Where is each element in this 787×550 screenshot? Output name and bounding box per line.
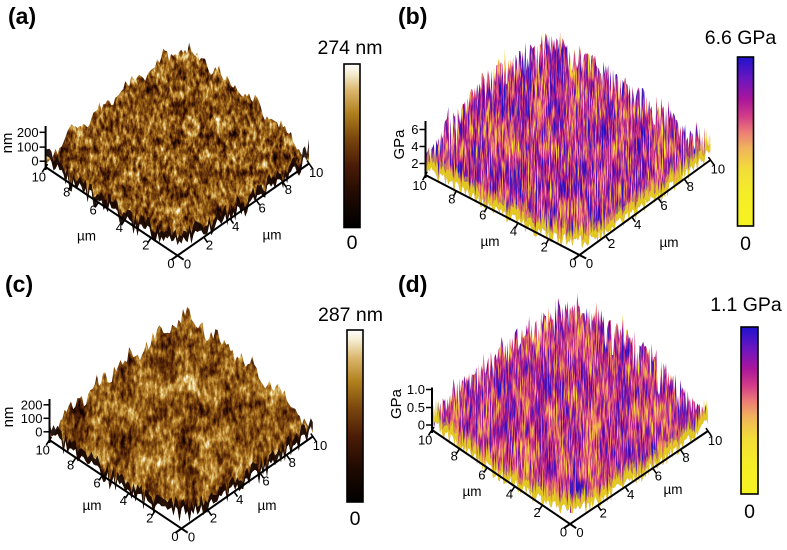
svg-text:6.6 GPa: 6.6 GPa: [705, 27, 777, 49]
svg-text:µm: µm: [77, 229, 96, 244]
svg-text:8: 8: [285, 182, 292, 197]
svg-text:4: 4: [232, 219, 239, 234]
svg-text:10: 10: [32, 169, 46, 184]
svg-text:nm: nm: [0, 133, 16, 154]
svg-text:µm: µm: [480, 234, 499, 249]
svg-text:4: 4: [510, 223, 517, 238]
svg-text:8: 8: [682, 450, 689, 465]
svg-text:0.5: 0.5: [407, 400, 425, 415]
svg-text:8: 8: [451, 449, 458, 464]
svg-text:10: 10: [418, 432, 432, 447]
svg-text:2: 2: [608, 236, 615, 251]
svg-text:GPa: GPa: [391, 129, 408, 160]
svg-text:µm: µm: [663, 482, 682, 497]
svg-text:2: 2: [210, 510, 217, 525]
svg-text:0: 0: [586, 256, 593, 271]
svg-text:µm: µm: [82, 498, 101, 513]
svg-text:4: 4: [236, 492, 243, 507]
svg-text:2: 2: [146, 511, 153, 526]
svg-text:(b): (b): [398, 3, 427, 29]
svg-text:274 nm: 274 nm: [317, 37, 382, 59]
svg-text:nm: nm: [0, 407, 17, 428]
svg-text:8: 8: [687, 179, 694, 194]
svg-text:6: 6: [478, 468, 485, 483]
svg-text:100: 100: [21, 411, 43, 426]
svg-text:0: 0: [350, 508, 361, 530]
svg-text:10: 10: [309, 165, 323, 180]
svg-text:8: 8: [448, 191, 455, 206]
svg-text:0: 0: [560, 525, 567, 540]
svg-text:0: 0: [744, 501, 755, 523]
svg-text:(d): (d): [398, 271, 427, 297]
svg-text:µm: µm: [462, 484, 481, 499]
svg-text:8: 8: [63, 185, 70, 200]
svg-text:(c): (c): [5, 271, 33, 297]
svg-text:10: 10: [35, 442, 49, 457]
svg-text:10: 10: [711, 162, 725, 177]
svg-text:100: 100: [17, 140, 39, 155]
svg-text:µm: µm: [262, 228, 281, 243]
svg-text:4: 4: [634, 217, 641, 232]
svg-text:0: 0: [418, 418, 425, 433]
svg-text:0: 0: [569, 256, 576, 271]
svg-text:200: 200: [21, 397, 43, 412]
svg-text:6: 6: [655, 469, 662, 484]
svg-text:8: 8: [289, 455, 296, 470]
svg-text:2: 2: [600, 506, 607, 521]
svg-text:2: 2: [533, 505, 540, 520]
svg-text:6: 6: [660, 198, 667, 213]
svg-text:287 nm: 287 nm: [318, 304, 383, 326]
svg-text:1.0: 1.0: [407, 382, 425, 397]
svg-text:6: 6: [258, 201, 265, 216]
svg-text:0: 0: [35, 424, 42, 439]
svg-text:4: 4: [116, 220, 123, 235]
svg-text:2: 2: [541, 239, 548, 254]
svg-text:µm: µm: [257, 498, 276, 513]
svg-text:0: 0: [740, 233, 751, 255]
svg-text:10: 10: [708, 433, 722, 448]
svg-text:0: 0: [188, 530, 195, 545]
svg-text:6: 6: [89, 202, 96, 217]
svg-text:8: 8: [67, 458, 74, 473]
svg-text:4: 4: [627, 487, 634, 502]
svg-text:10: 10: [412, 178, 426, 193]
svg-text:0: 0: [31, 154, 38, 169]
svg-text:4: 4: [411, 139, 418, 154]
svg-text:0: 0: [167, 256, 174, 271]
svg-text:6: 6: [479, 207, 486, 222]
svg-text:6: 6: [262, 474, 269, 489]
svg-text:200: 200: [17, 125, 39, 140]
svg-text:10: 10: [313, 438, 327, 453]
svg-text:4: 4: [506, 486, 513, 501]
svg-text:2: 2: [142, 238, 149, 253]
svg-text:2: 2: [206, 237, 213, 252]
svg-text:(a): (a): [8, 3, 36, 29]
svg-text:6: 6: [93, 475, 100, 490]
svg-text:0: 0: [576, 525, 583, 540]
svg-text:0: 0: [184, 257, 191, 272]
svg-text:GPa: GPa: [388, 388, 405, 419]
svg-text:4: 4: [120, 493, 127, 508]
svg-text:µm: µm: [659, 235, 678, 250]
svg-text:2: 2: [411, 156, 418, 171]
svg-text:0: 0: [171, 529, 178, 544]
svg-text:6: 6: [411, 122, 418, 137]
svg-text:1.1 GPa: 1.1 GPa: [710, 294, 782, 316]
svg-text:0: 0: [347, 232, 358, 254]
